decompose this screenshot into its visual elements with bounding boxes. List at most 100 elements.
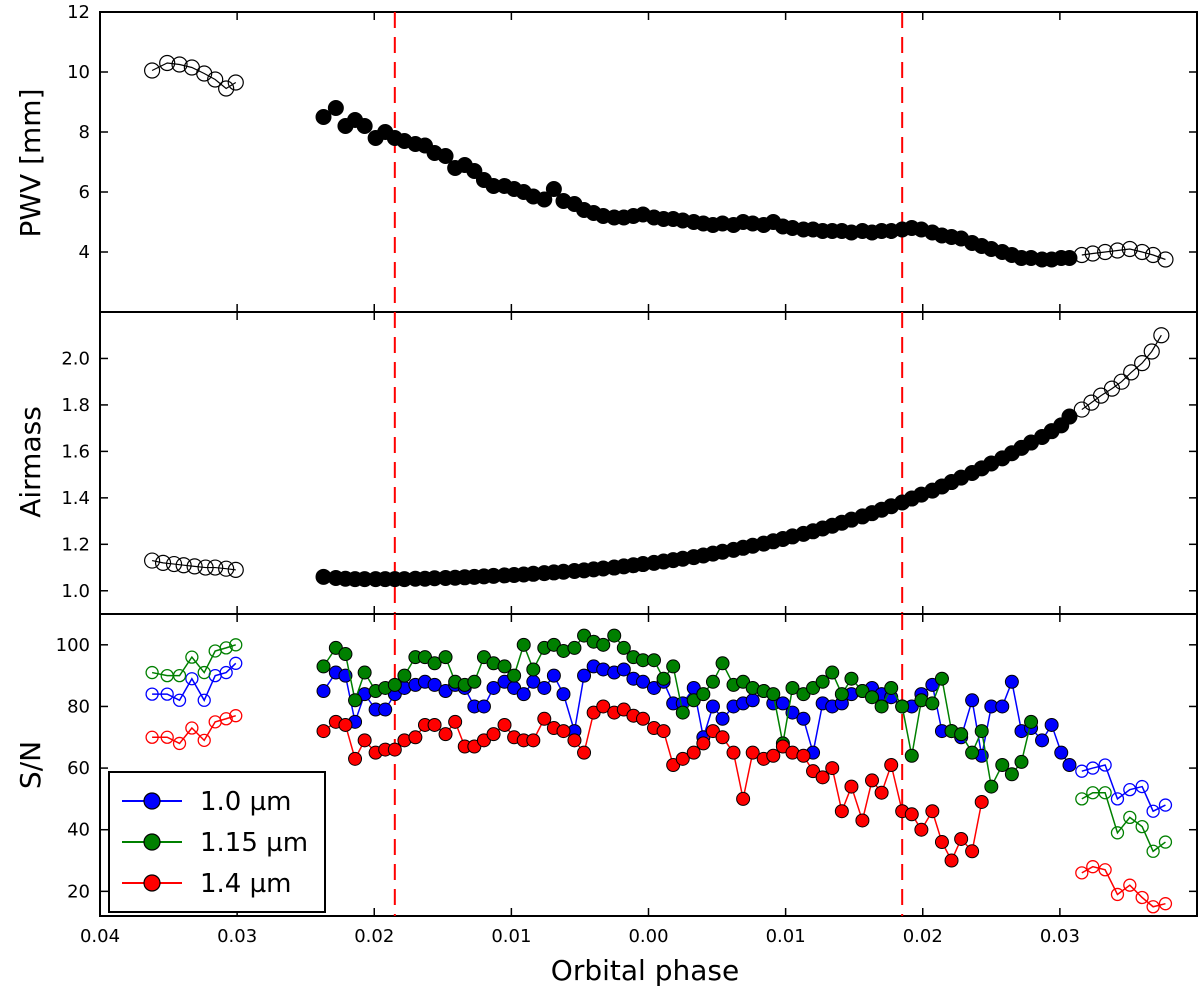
y-tick-label: 40 [67,820,90,841]
data-point [666,659,681,674]
data-point [1121,240,1138,258]
x-tick-label: 0.01 [766,926,806,947]
data-point [1110,887,1125,902]
data-point [1153,327,1170,344]
data-point [516,687,531,702]
data-point [874,785,889,800]
series-line [151,644,236,677]
data-point [815,674,830,689]
data-point [145,730,159,744]
legend-label-3: 1.4 µm [200,869,291,899]
y-tick-label: 1.4 [61,488,90,509]
data-point [1135,819,1149,834]
data-point [616,640,631,655]
data-point [185,721,199,735]
data-point [1123,810,1137,825]
series-line [1081,248,1166,261]
data-point [1075,792,1089,806]
data-point [834,687,849,702]
data-point [785,680,800,695]
data-point [516,637,531,652]
data-point [1135,890,1149,905]
data-point [686,745,701,760]
data-point [796,748,811,763]
data-point [1146,844,1160,858]
y-tick-label: 100 [56,635,90,656]
data-point [165,555,183,573]
legend-marker-3 [143,874,161,892]
data-point [476,699,491,714]
data-point [884,680,899,695]
data-point [696,736,711,751]
data-point [1134,243,1151,261]
data-point [387,677,402,692]
data-point [316,724,331,739]
data-point [965,693,980,708]
data-point [965,844,980,859]
data-point [1146,900,1160,914]
data-point [954,727,969,742]
data-point [316,659,331,674]
data-point [526,733,541,748]
data-point [197,665,211,680]
data-point [596,699,611,714]
data-point [815,770,830,785]
data-point [497,717,512,732]
data-point [507,668,522,683]
data-point [397,668,412,683]
data-point [934,835,949,850]
data-point [537,711,552,726]
x-tick-label: 0.00 [628,926,668,947]
data-point [904,807,919,822]
data-point [567,640,582,655]
data-point [904,748,919,763]
data-point [1054,745,1069,760]
data-point [172,693,187,707]
data-point [705,699,720,714]
data-point [537,680,552,695]
x-tick-label: 0.02 [354,926,394,947]
data-point [616,662,631,677]
data-point [497,659,512,674]
data-point [145,687,159,701]
data-point [1145,246,1162,264]
data-point [448,714,463,729]
data-point [1062,758,1077,772]
data-point [825,761,840,776]
data-point [160,730,174,744]
data-point [1157,251,1174,268]
data-point [219,665,233,680]
data-point [186,558,203,575]
data-point [227,74,244,91]
data-point [218,560,235,577]
data-point [387,742,402,757]
data-point [1113,373,1130,390]
data-point [745,693,760,708]
data-point [1143,343,1160,360]
data-point [438,727,453,742]
y-tick-label: 80 [67,696,90,717]
data-point [160,687,174,701]
data-point [1014,754,1029,769]
y-tick-label: 1.6 [61,441,90,462]
data-point [984,779,999,794]
data-point [1097,243,1114,261]
data-point [172,668,187,683]
x-tick-label: 0.02 [903,926,943,947]
data-point [1061,408,1078,425]
y-tick-label: 1.8 [61,395,90,416]
y-tick-label: 60 [67,758,90,779]
data-point [607,628,622,643]
data-point [745,745,760,760]
data-point [467,674,482,689]
data-point [356,118,373,134]
data-point [316,684,331,699]
data-point [408,730,423,745]
y-tick-label: 1.0 [61,581,90,602]
data-point [338,647,353,662]
data-point [197,693,211,707]
data-point [1110,792,1125,806]
data-point [825,665,840,680]
data-point [1073,246,1090,264]
data-point [974,794,989,809]
